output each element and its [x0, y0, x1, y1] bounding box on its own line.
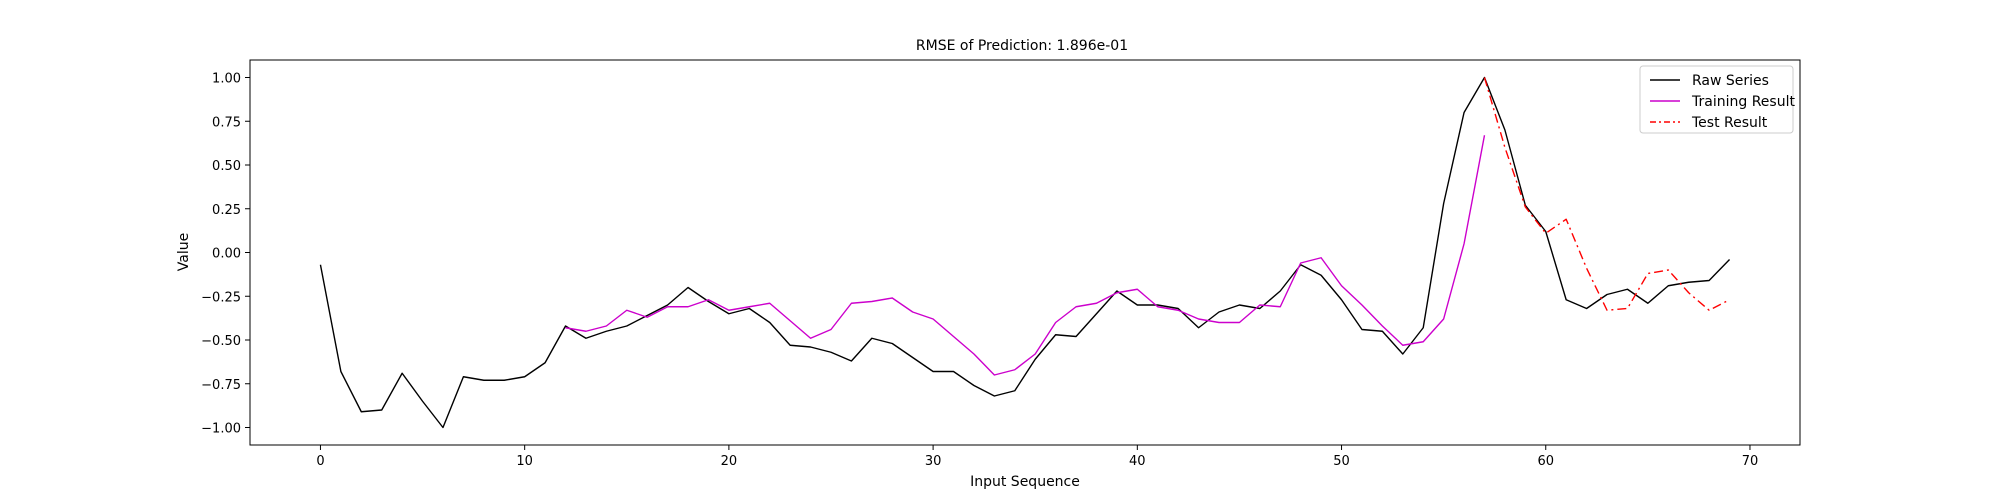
x-tick-label: 50	[1333, 454, 1350, 469]
legend-box	[1639, 65, 1794, 134]
x-tick-label: 70	[1742, 454, 1759, 469]
plot-frame	[249, 59, 1801, 446]
y-tick-label: −0.75	[201, 378, 241, 393]
chart-title: RMSE of Prediction: 1.896e-01	[916, 38, 1128, 54]
x-axis: 0 10 20 30 40 50 60 70	[316, 445, 1758, 469]
legend-label: Raw Series	[1692, 73, 1769, 89]
series-line-test-result	[1483, 77, 1730, 311]
y-tick-label: 0.75	[212, 115, 241, 130]
y-tick-label: −1.00	[201, 422, 241, 437]
x-axis-label: Input Sequence	[970, 474, 1080, 490]
legend-label: Training Result	[1691, 94, 1795, 110]
series-line-training-result	[565, 135, 1486, 376]
y-tick-label: 0.00	[212, 247, 241, 262]
y-tick-label: 1.00	[212, 72, 241, 87]
y-tick-label: −0.25	[201, 290, 241, 305]
x-tick-label: 20	[721, 454, 738, 469]
y-tick-label: −0.50	[201, 334, 241, 349]
y-tick-label: 0.25	[212, 203, 241, 218]
series-line-raw-series	[319, 76, 1731, 429]
x-tick-label: 0	[316, 454, 324, 469]
legend: Raw Series Training Result Test Result	[1639, 65, 1795, 134]
legend-label: Test Result	[1691, 115, 1768, 131]
y-tick-label: 0.50	[212, 159, 241, 174]
y-axis: 1.00 0.75 0.50 0.25 0.00 −0.25 −0.50 −0.75 −1.00	[201, 72, 250, 437]
x-tick-label: 40	[1129, 454, 1146, 469]
x-tick-label: 60	[1537, 454, 1554, 469]
series-layer	[319, 76, 1731, 429]
x-tick-label: 10	[516, 454, 533, 469]
x-tick-label: 30	[925, 454, 942, 469]
y-axis-label: Value	[176, 233, 192, 271]
